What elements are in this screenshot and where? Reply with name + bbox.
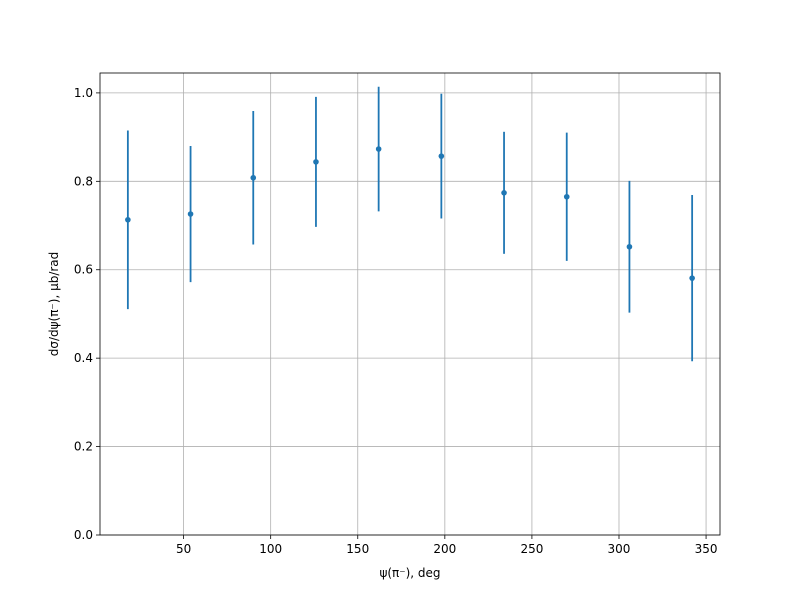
data-point <box>187 211 194 217</box>
data-point <box>626 243 633 250</box>
x-tick-label: 300 <box>608 542 631 556</box>
x-tick-label: 150 <box>346 542 369 556</box>
y-axis-label: dσ/dψ(π⁻), μb/rad <box>47 252 61 357</box>
y-tick-label: 0.8 <box>74 174 93 188</box>
data-point <box>689 275 695 281</box>
x-tick-label: 200 <box>433 542 456 556</box>
data-point <box>438 153 445 159</box>
y-tick-label: 0.6 <box>74 263 93 277</box>
plot-frame <box>99 72 721 536</box>
x-axis-label: ψ(π⁻), deg <box>379 566 440 580</box>
y-tick-label: 0.4 <box>74 351 93 365</box>
y-tick-label: 0.2 <box>74 440 93 454</box>
data-point <box>375 146 382 152</box>
data-point <box>501 190 507 196</box>
data-point <box>313 159 319 165</box>
data-point <box>563 193 570 200</box>
x-tick-label: 350 <box>695 542 718 556</box>
x-tick-label: 250 <box>520 542 543 556</box>
data-point <box>250 174 257 181</box>
y-tick-label: 0.0 <box>74 528 93 542</box>
data-point <box>125 216 131 223</box>
y-tick-label: 1.0 <box>74 86 93 100</box>
x-tick-label: 100 <box>259 542 282 556</box>
x-tick-label: 50 <box>176 542 191 556</box>
